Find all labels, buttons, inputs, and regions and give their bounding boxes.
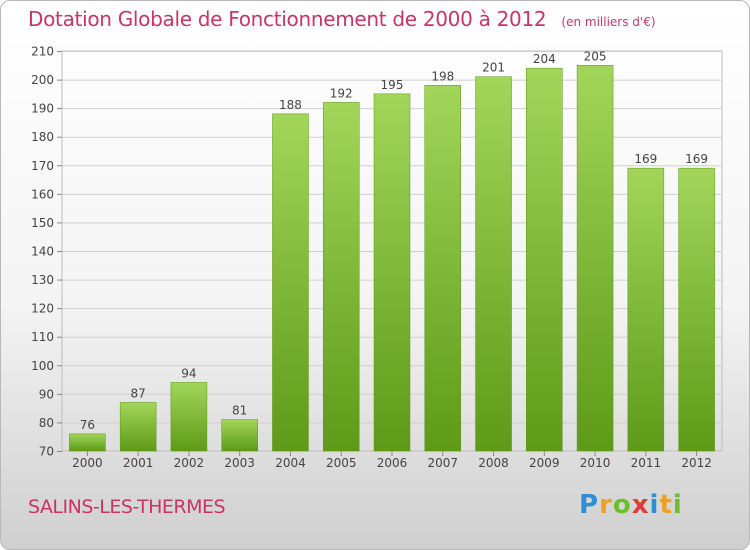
y-tick-label: 90 (39, 387, 54, 401)
bar-2005 (322, 102, 360, 452)
bar-2010 (576, 65, 614, 452)
value-label-2000: 76 (80, 418, 95, 432)
value-label-2005: 192 (330, 86, 353, 100)
commune-name: SALINS-LES-THERMES (28, 496, 226, 518)
x-tick-label-2007: 2007 (427, 456, 458, 470)
x-tick-label-2012: 2012 (681, 456, 712, 470)
logo-letter: i (672, 490, 683, 520)
logo-letter: x (631, 490, 650, 520)
bar-2009 (526, 67, 563, 452)
y-tick-label: 130 (31, 273, 54, 287)
y-tick-label: 100 (31, 359, 54, 373)
value-label-2010: 205 (584, 49, 607, 63)
value-label-2007: 198 (431, 69, 454, 83)
value-label-2008: 201 (482, 61, 505, 75)
bar-2001 (119, 402, 157, 452)
value-label-2001: 87 (131, 386, 146, 400)
bars-layer (69, 65, 715, 452)
x-tick-label-2010: 2010 (580, 456, 611, 470)
bar-2004 (272, 113, 309, 452)
bar-2008 (475, 76, 512, 452)
y-tick-label: 170 (31, 159, 54, 173)
x-tick-label-2002: 2002 (174, 456, 205, 470)
bar-2003 (221, 419, 258, 452)
value-label-2012: 169 (685, 152, 708, 166)
value-label-2009: 204 (533, 52, 556, 66)
chart-title: Dotation Globale de Fonctionnement de 20… (28, 7, 547, 31)
y-tick-label: 120 (31, 302, 54, 316)
axis-layer: 7080901001101201301401501601701801902002… (31, 45, 712, 471)
y-tick-label: 210 (31, 45, 54, 59)
x-tick-label-2006: 2006 (377, 456, 408, 470)
x-tick-label-2000: 2000 (72, 456, 103, 470)
value-label-2004: 188 (279, 98, 302, 112)
labels-layer: 76 87 94 81 188 192 195 198 201 204 205 169 169 (80, 49, 708, 432)
logo-letter: o (612, 490, 632, 520)
value-label-2003: 81 (232, 404, 247, 418)
x-tick-label-2009: 2009 (529, 456, 560, 470)
bar-2011 (627, 167, 665, 452)
value-label-2002: 94 (181, 366, 196, 380)
logo-letter: P (579, 490, 600, 520)
bar-2012 (678, 167, 715, 452)
y-tick-label: 160 (31, 187, 54, 201)
bar-2002 (170, 382, 208, 452)
x-tick-label-2005: 2005 (326, 456, 357, 470)
value-label-2011: 169 (634, 152, 657, 166)
x-tick-label-2003: 2003 (224, 456, 255, 470)
chart-unit: (en milliers d'€) (561, 15, 656, 29)
proxiti-logo[interactable]: Proxiti (579, 490, 683, 520)
bar-2007 (424, 85, 462, 452)
y-tick-label: 110 (31, 330, 54, 344)
x-tick-label-2001: 2001 (123, 456, 154, 470)
y-tick-label: 190 (31, 102, 54, 116)
y-tick-label: 80 (39, 416, 54, 430)
bar-2000 (69, 433, 106, 452)
y-tick-label: 70 (39, 445, 54, 459)
title-row: Dotation Globale de Fonctionnement de 20… (28, 7, 656, 31)
logo-letter: t (659, 490, 673, 520)
x-tick-label-2008: 2008 (478, 456, 509, 470)
y-tick-label: 180 (31, 130, 54, 144)
y-tick-label: 140 (31, 245, 54, 259)
logo-letter: r (599, 490, 613, 520)
bar-2006 (373, 93, 411, 452)
y-tick-label: 150 (31, 216, 54, 230)
value-label-2006: 195 (381, 78, 404, 92)
logo-letter: i (649, 490, 660, 520)
y-tick-label: 200 (31, 73, 54, 87)
x-tick-label-2004: 2004 (275, 456, 306, 470)
x-tick-label-2011: 2011 (631, 456, 662, 470)
